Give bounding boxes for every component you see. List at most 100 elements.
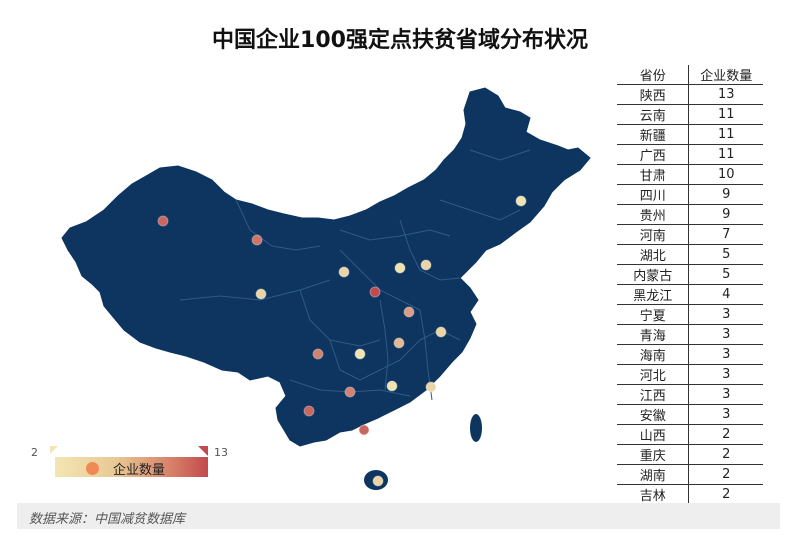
table-cell-count: 3 [688,364,763,385]
table-header-count: 企业数量 [688,65,763,85]
table-cell-province: 广西 [617,144,690,165]
table-row: 江西 3 [617,384,763,405]
table-cell-count: 11 [688,144,763,165]
province-dot[interactable] [403,306,415,318]
province-dot[interactable] [425,381,437,393]
table-cell-count: 9 [688,204,763,225]
province-dot[interactable] [420,259,432,271]
table-row: 四川 9 [617,184,763,205]
table-cell-province: 四川 [617,184,690,205]
table-header-province: 省份 [617,65,690,85]
table-row: 宁夏 3 [617,304,763,325]
source-text: 数据来源：中国减贫数据库 [29,512,186,527]
table-row: 吉林 2 [617,484,763,505]
table-cell-province: 安徽 [617,404,690,425]
table-cell-count: 11 [688,124,763,145]
table-row: 湖北 5 [617,244,763,265]
table-row: 内蒙古 5 [617,264,763,285]
table-row: 黑龙江 4 [617,284,763,305]
table-cell-province: 山西 [617,424,690,445]
table-row: 广西 11 [617,144,763,165]
province-dot[interactable] [354,348,366,360]
legend-marker-icon [86,462,99,475]
legend-max-label: 13 [214,446,228,459]
table-cell-count: 2 [688,444,763,465]
table-cell-count: 5 [688,244,763,265]
table-cell-province: 青海 [617,324,690,345]
table-cell-count: 3 [688,404,763,425]
table-cell-count: 3 [688,324,763,345]
table-cell-province: 江西 [617,384,690,405]
table-cell-province: 新疆 [617,124,690,145]
table-row: 河南 7 [617,224,763,245]
province-dot[interactable] [394,262,406,274]
table-row: 云南 11 [617,104,763,125]
table-cell-count: 11 [688,104,763,125]
taiwan-island [470,414,482,442]
table-body: 陕西 13 云南 11 新疆 11 广西 11 甘肃 10 四川 9 贵州 9 河南 7 湖北 5 内蒙古 5 黑龙江 4… [617,84,763,505]
table-row: 重庆 2 [617,444,763,465]
table-cell-count: 5 [688,264,763,285]
table-cell-province: 湖北 [617,244,690,265]
table-cell-count: 10 [688,164,763,185]
legend-min-label: 2 [31,446,38,459]
province-dots [157,195,527,487]
province-dot[interactable] [369,286,381,298]
table-header-row: 省份 企业数量 [617,65,763,85]
province-dot[interactable] [358,424,370,436]
table-cell-count: 2 [688,424,763,445]
province-dot[interactable] [344,386,356,398]
table-cell-count: 13 [688,84,763,105]
table-cell-count: 3 [688,304,763,325]
province-count-table: 省份 企业数量 陕西 13 云南 11 新疆 11 广西 11 甘肃 10 四川 9 贵州 9 河南 7 湖北 5… [617,65,763,505]
table-cell-province: 重庆 [617,444,690,465]
table-cell-count: 9 [688,184,763,205]
table-cell-count: 7 [688,224,763,245]
chart-title: 中国企业100强定点扶贫省域分布状况 [212,28,588,53]
table-cell-count: 4 [688,284,763,305]
legend-label: 企业数量 [113,463,166,478]
province-dot[interactable] [157,215,169,227]
province-dot[interactable] [255,288,267,300]
table-row: 新疆 11 [617,124,763,145]
table-cell-count: 2 [688,464,763,485]
table-cell-count: 3 [688,384,763,405]
table-row: 安徽 3 [617,404,763,425]
legend-max-handle[interactable] [198,446,208,456]
table-cell-province: 云南 [617,104,690,125]
province-dot[interactable] [312,348,324,360]
table-row: 贵州 9 [617,204,763,225]
table-row: 湖南 2 [617,464,763,485]
table-cell-province: 河南 [617,224,690,245]
province-dot[interactable] [393,337,405,349]
province-borders [179,149,531,401]
table-cell-province: 内蒙古 [617,264,690,285]
province-dot[interactable] [251,234,263,246]
source-bar: 数据来源：中国减贫数据库 [17,503,780,529]
table-row: 海南 3 [617,344,763,365]
province-dot[interactable] [435,326,447,338]
table-cell-count: 2 [688,484,763,505]
table-cell-province: 河北 [617,364,690,385]
table-row: 陕西 13 [617,84,763,105]
province-dot[interactable] [303,405,315,417]
table-row: 青海 3 [617,324,763,345]
table-row: 甘肃 10 [617,164,763,185]
table-cell-province: 吉林 [617,484,690,505]
province-dot[interactable] [372,475,384,487]
table-cell-province: 湖南 [617,464,690,485]
table-row: 河北 3 [617,364,763,385]
province-dot[interactable] [386,380,398,392]
legend-min-handle[interactable] [50,446,58,454]
table-cell-province: 陕西 [617,84,690,105]
table-cell-province: 甘肃 [617,164,690,185]
table-cell-province: 海南 [617,344,690,365]
province-dot[interactable] [338,266,350,278]
table-cell-province: 黑龙江 [617,284,690,305]
china-landmass [61,87,591,447]
province-dot[interactable] [515,195,527,207]
table-row: 山西 2 [617,424,763,445]
table-cell-province: 宁夏 [617,304,690,325]
